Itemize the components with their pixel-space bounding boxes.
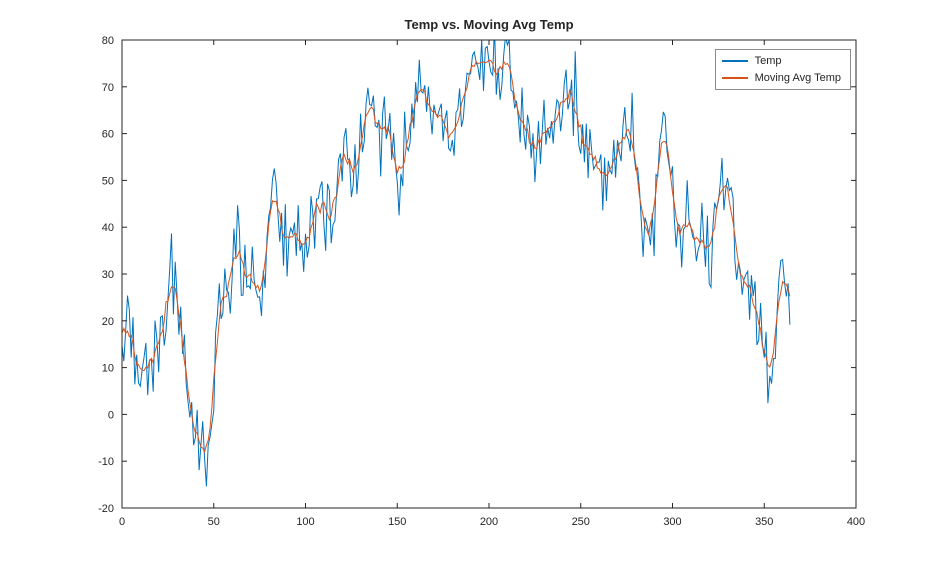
y-tick-label: 50 (102, 175, 114, 187)
y-tick-label: 30 (102, 269, 114, 281)
legend-entry-temp: Temp (721, 54, 841, 68)
x-tick-label: 150 (388, 516, 406, 528)
y-tick-label: 60 (102, 129, 114, 141)
x-tick-label: 250 (572, 516, 590, 528)
y-tick-label: 70 (102, 82, 114, 94)
x-tick-label: 50 (208, 516, 220, 528)
legend: Temp Moving Avg Temp (714, 49, 851, 90)
legend-line-sample-temp (721, 60, 748, 62)
y-tick-label: 20 (102, 316, 114, 328)
y-tick-label: 40 (102, 222, 114, 234)
x-tick-label: 400 (847, 516, 865, 528)
x-tick-label: 300 (663, 516, 681, 528)
y-tick-label: 0 (108, 409, 114, 421)
chart-title: Temp vs. Moving Avg Temp (404, 17, 573, 32)
x-tick-label: 0 (119, 516, 125, 528)
y-tick-label: -20 (98, 503, 114, 515)
legend-entry-moving-avg: Moving Avg Temp (721, 71, 841, 85)
x-tick-label: 200 (480, 516, 498, 528)
y-tick-label: -10 (98, 456, 114, 468)
legend-label-moving-avg: Moving Avg Temp (754, 72, 841, 84)
temp-line (122, 40, 791, 487)
y-tick-label: 10 (102, 363, 114, 375)
legend-label-temp: Temp (754, 55, 782, 67)
legend-line-sample-moving-avg (721, 77, 748, 79)
x-tick-label: 350 (755, 516, 773, 528)
moving-avg-line (122, 59, 791, 454)
x-tick-label: 100 (296, 516, 314, 528)
y-tick-label: 80 (102, 35, 114, 47)
